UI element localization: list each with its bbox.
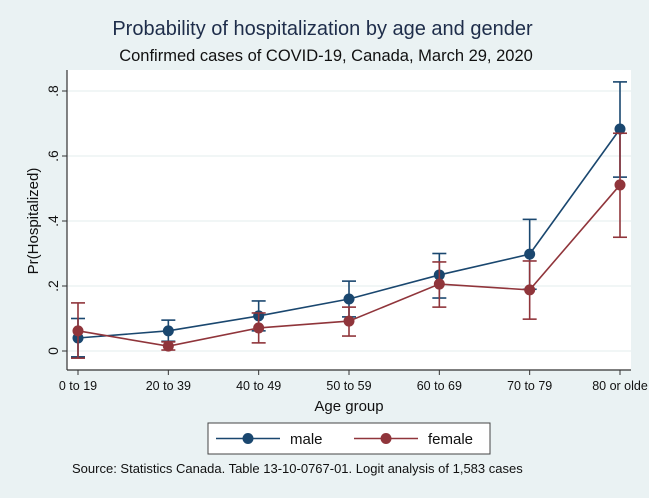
x-tick-label: 60 to 69 (417, 379, 462, 393)
y-tick-label: .4 (45, 215, 61, 227)
legend: male female (207, 422, 491, 455)
legend-marker (242, 433, 254, 444)
x-tick-label: 0 to 19 (59, 379, 97, 393)
data-point-female (433, 278, 445, 290)
x-tick-label: 80 or olde (592, 379, 648, 393)
x-axis-label: Age group (314, 398, 383, 415)
data-point-female (343, 315, 355, 327)
data-point-female (524, 284, 536, 296)
y-tick-label: .8 (45, 85, 61, 97)
x-tick-label: 50 to 59 (326, 379, 371, 393)
legend-marker (380, 433, 392, 444)
y-tick-label: 0 (45, 347, 61, 355)
data-point-male (343, 293, 355, 305)
data-point-male (524, 248, 536, 260)
y-tick-label: .2 (45, 280, 61, 292)
y-axis-label: Pr(Hospitalized) (25, 168, 42, 275)
data-point-male (614, 123, 626, 135)
x-tick-label: 70 to 79 (507, 379, 552, 393)
data-point-female (614, 179, 626, 191)
legend-label: male (290, 431, 323, 448)
x-tick-label: 20 to 39 (146, 379, 191, 393)
x-tick-label: 40 to 49 (236, 379, 281, 393)
data-point-female (253, 322, 265, 334)
y-tick-label: .6 (45, 150, 61, 162)
chart-title: Probability of hospitalization by age an… (112, 18, 533, 40)
source-note: Source: Statistics Canada. Table 13-10-0… (72, 461, 523, 476)
series-female (71, 132, 627, 359)
legend-item-female: female (354, 431, 473, 448)
legend-label: female (428, 431, 473, 448)
data-point-male (162, 325, 174, 337)
legend-item-male: male (216, 431, 323, 448)
data-point-female (72, 325, 84, 337)
data-point-female (162, 340, 174, 352)
chart-subtitle: Confirmed cases of COVID-19, Canada, Mar… (119, 47, 533, 65)
